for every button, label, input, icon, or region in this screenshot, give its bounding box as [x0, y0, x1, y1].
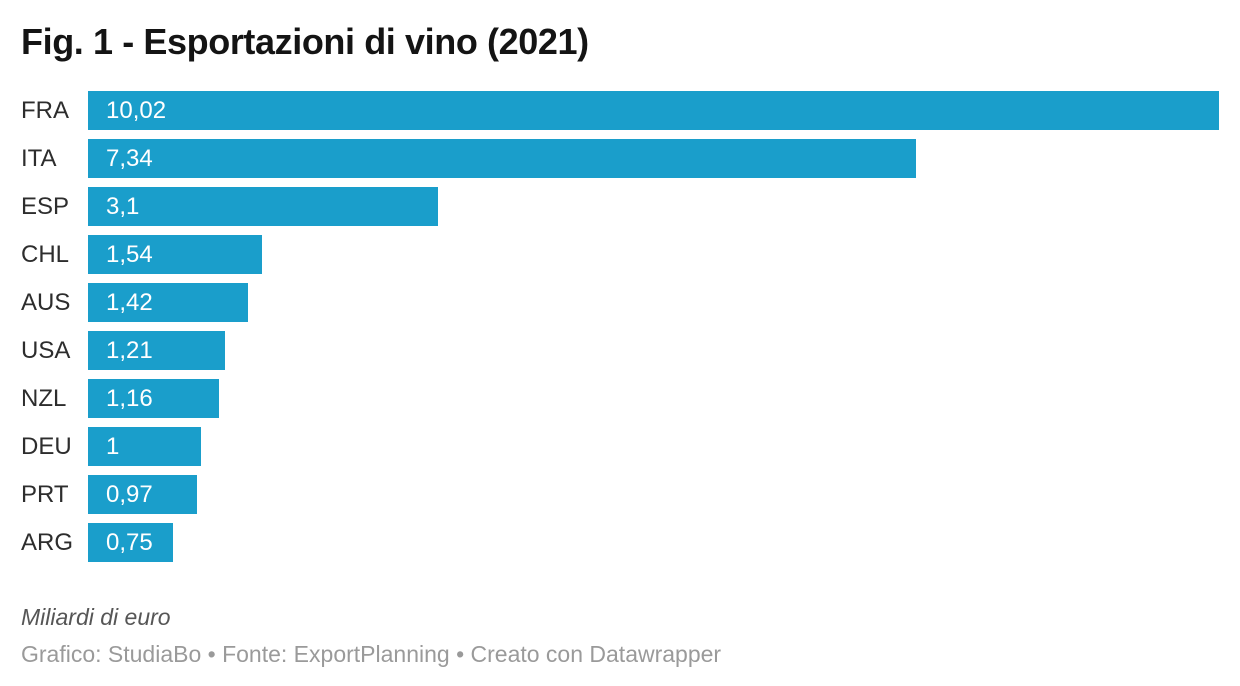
bar-row: ARG 0,75	[21, 523, 1219, 562]
bar-value-label: 1	[106, 433, 120, 460]
chart-credit: Grafico: StudiaBo • Fonte: ExportPlannin…	[21, 641, 722, 667]
bar-row: ITA 7,34	[21, 139, 1219, 178]
bar-track: 10,02	[88, 91, 1219, 130]
bar-track: 1	[88, 427, 1219, 466]
category-label: DEU	[21, 433, 72, 460]
bar: 0,97	[88, 475, 198, 514]
bar-row: DEU 1	[21, 427, 1219, 466]
bar: 1,42	[88, 283, 249, 322]
chart-note: Miliardi di euro	[21, 604, 171, 630]
bar-row: NZL 1,16	[21, 379, 1219, 418]
category-label: PRT	[21, 481, 69, 508]
bar-track: 1,54	[88, 235, 1219, 274]
category-label: FRA	[21, 97, 69, 124]
category-label: CHL	[21, 241, 70, 268]
category-label: AUS	[21, 289, 71, 316]
bar: 1	[88, 427, 201, 466]
bar: 1,21	[88, 331, 225, 370]
bar-track: 0,97	[88, 475, 1219, 514]
category-label: NZL	[21, 385, 67, 412]
bar-row: AUS 1,42	[21, 283, 1219, 322]
bar: 3,1	[88, 187, 438, 226]
bar-value-label: 7,34	[106, 145, 153, 172]
bar-value-label: 3,1	[106, 193, 140, 220]
bar-row: ESP 3,1	[21, 187, 1219, 226]
bar: 1,54	[88, 235, 262, 274]
bar-value-label: 1,54	[106, 241, 153, 268]
bar-track: 1,42	[88, 283, 1219, 322]
bar-rows: FRA 10,02 ITA 7,34 ESP 3,1 CHL 1,54	[21, 91, 1219, 562]
bar-value-label: 0,75	[106, 529, 153, 556]
bar-value-label: 1,16	[106, 385, 153, 412]
bar-value-label: 0,97	[106, 481, 153, 508]
bar-value-label: 1,21	[106, 337, 153, 364]
category-label: ESP	[21, 193, 70, 220]
bar: 1,16	[88, 379, 219, 418]
bar-row: USA 1,21	[21, 331, 1219, 370]
bar-track: 0,75	[88, 523, 1219, 562]
bar-row: CHL 1,54	[21, 235, 1219, 274]
bar: 7,34	[88, 139, 917, 178]
bar: 10,02	[88, 91, 1219, 130]
bar: 0,75	[88, 523, 173, 562]
category-label: ITA	[21, 145, 57, 172]
bar-row: FRA 10,02	[21, 91, 1219, 130]
bar-value-label: 10,02	[106, 97, 167, 124]
bar-value-label: 1,42	[106, 289, 153, 316]
category-label: ARG	[21, 529, 74, 556]
bar-track: 1,21	[88, 331, 1219, 370]
bar-track: 3,1	[88, 187, 1219, 226]
category-label: USA	[21, 337, 71, 364]
bar-track: 7,34	[88, 139, 1219, 178]
bar-track: 1,16	[88, 379, 1219, 418]
chart-title: Fig. 1 - Esportazioni di vino (2021)	[21, 21, 589, 62]
bar-row: PRT 0,97	[21, 475, 1219, 514]
